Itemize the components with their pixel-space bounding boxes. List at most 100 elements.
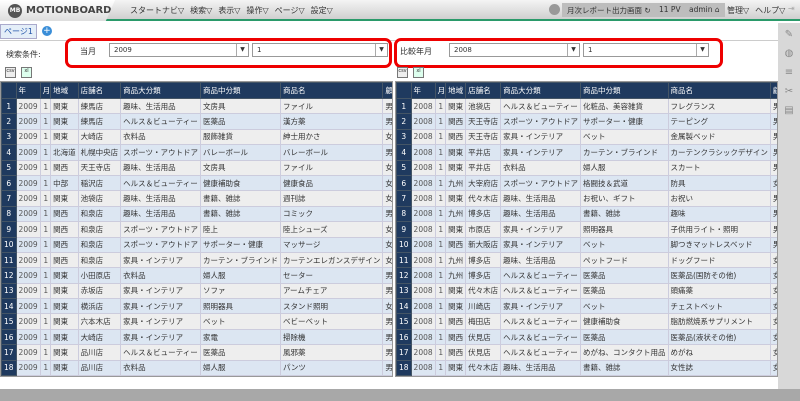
refresh-icon[interactable]: ↻ [644, 6, 651, 15]
menu-settings[interactable]: 設定▽ [310, 6, 333, 15]
current-year-select[interactable]: 2009 ▼ [109, 43, 249, 57]
column-header[interactable]: 商品大分類 [120, 82, 201, 99]
table-row[interactable]: 11 2009 1 関西 和泉店 家具・インテリア カーテン・ブラインド カーテンエレガンスデ… [1, 251, 392, 269]
cell-0: 2009 [15, 190, 41, 207]
table-row[interactable]: 520081関東平井店衣料品婦人服スカート男 [396, 159, 777, 176]
column-header[interactable]: 顧客性別 [382, 82, 392, 99]
cell-1: 1 [39, 344, 52, 361]
user-button[interactable]: admin ⌂ [684, 3, 725, 17]
column-header[interactable]: 月 [434, 82, 447, 99]
document-icon[interactable]: ▤ [784, 105, 794, 116]
menu-page[interactable]: ページ▽ [274, 6, 305, 15]
column-header[interactable]: 地域 [50, 82, 79, 99]
table-row[interactable]: 8 2009 1 関西 和泉店 趣味、生活用品 書籍、雑誌 コミック男 [1, 205, 392, 223]
table-row[interactable]: 10 2009 1 関西 和泉店 スポーツ・アウトドア サポーター・健康 マッサージ女 [1, 236, 392, 253]
column-header[interactable]: 商品名 [279, 82, 384, 99]
excel-export-icon[interactable]: xl [413, 67, 424, 78]
column-header[interactable]: 顧客性別 [769, 82, 777, 99]
table-row[interactable]: 7 2009 1 関東 池袋店 趣味、生活用品 書籍、雑誌 週刊誌女 [1, 190, 392, 207]
cell-1: 1 [434, 159, 447, 176]
table-row[interactable]: 18 2009 1 関東 品川店 衣料品 婦人服 パンツ男 [1, 359, 392, 376]
column-header[interactable]: 月 [39, 82, 52, 99]
chevron-down-icon[interactable]: ▼ [567, 44, 579, 56]
list-icon[interactable]: ≡ [784, 67, 794, 78]
table-row[interactable]: 3 2009 1 関東 大崎店 衣料品 服飾雑貨 紳士用かさ女 [1, 128, 392, 146]
table-row[interactable]: 14 2009 1 関東 横浜店 家具・インテリア 照明器具 スタンド照明女 [1, 298, 392, 315]
column-header[interactable]: 店舗名 [465, 82, 502, 99]
table-row[interactable]: 15 2009 1 関東 六本木店 家具・インテリア ベット ベビーベット男 [1, 313, 392, 330]
chevron-down-icon[interactable]: ▼ [375, 44, 387, 56]
table-row[interactable]: 9 2009 1 関西 和泉店 スポーツ・アウトドア 陸上 陸上シューズ女 [1, 221, 392, 238]
home-icon[interactable]: ⌂ [714, 5, 720, 14]
table-row[interactable]: 12 2009 1 関東 小田原店 衣料品 婦人服 セーター男 [1, 267, 392, 284]
menu-help[interactable]: ヘルプ▽ [755, 6, 786, 15]
menu-start-navi[interactable]: スタートナビ▽ [130, 6, 185, 15]
column-header[interactable]: 年 [15, 82, 41, 99]
csv-export-icon[interactable]: csv [397, 67, 408, 78]
csv-export-icon[interactable]: csv [5, 67, 16, 78]
table-row[interactable]: 4 2009 1 北海道 札幌中央店 スポーツ・アウトドア バレーボール バレーボール男 [1, 144, 392, 161]
row-number: 2 [1, 113, 17, 130]
scissors-icon[interactable]: ✂ [784, 86, 794, 97]
cell-4: 趣味、生活用品 [500, 205, 581, 223]
cell-5: 書籍、雑誌 [200, 190, 281, 207]
cell-0: 2009 [15, 236, 41, 253]
column-header[interactable]: 商品中分類 [580, 82, 669, 99]
table-row[interactable]: 16 2009 1 関東 大崎店 家具・インテリア 家電 掃除機男 [1, 328, 392, 346]
current-month-label: 当月 [80, 47, 96, 56]
column-header[interactable]: 商品名 [667, 82, 771, 99]
column-header[interactable]: 地域 [445, 82, 467, 99]
table-row[interactable]: 5 2009 1 関西 天王寺店 趣味、生活用品 文房具 ファイル女 [1, 159, 392, 176]
column-header[interactable]: 年 [410, 82, 436, 99]
table-row[interactable]: 2 2009 1 関東 練馬店 ヘルス＆ビューティー 医薬品 漢方薬男 [1, 113, 392, 130]
cell-7: 女 [382, 298, 392, 315]
current-month-select[interactable]: 1 ▼ [252, 43, 388, 57]
cell-6: ドッグフード [667, 251, 771, 269]
tab-page1[interactable]: ページ1 [0, 23, 37, 39]
add-page-icon[interactable]: + [41, 26, 52, 36]
excel-export-icon[interactable]: xl [21, 67, 32, 78]
table-row[interactable]: 17 2009 1 関東 品川店 ヘルス＆ビューティー 医薬品 風邪薬男 [1, 344, 392, 361]
row-number: 12 [396, 267, 412, 284]
table-row[interactable]: 13 2009 1 関東 赤坂店 家具・インテリア ソファ アームチェア男 [1, 282, 392, 300]
menu-view[interactable]: 表示▽ [218, 6, 241, 15]
compare-year-select[interactable]: 2008 ▼ [449, 43, 580, 57]
cell-3: 横浜店 [77, 298, 122, 315]
logout-icon[interactable]: ⇥ [788, 4, 795, 13]
chevron-down-icon[interactable]: ▼ [696, 44, 708, 56]
menu-admin[interactable]: 管理▽ [727, 6, 750, 15]
table-row[interactable]: 4 2008 1 関東 平井店 家具・インテリア カーテン・ブラインド カーテンクラシックデザ… [396, 144, 777, 161]
column-header[interactable]: 店舗名 [77, 82, 122, 99]
column-header[interactable]: 商品大分類 [500, 82, 581, 99]
table-row[interactable]: 1 2009 1 関東 練馬店 趣味、生活用品 文房具 ファイル男 [1, 97, 392, 115]
pen-icon[interactable]: ✎ [784, 29, 794, 40]
chevron-down-icon[interactable]: ▼ [236, 44, 248, 56]
cell-7: 男 [769, 144, 777, 161]
board-icon[interactable] [549, 4, 560, 15]
table-row[interactable]: 6 2009 1 中部 稲沢店 ヘルス＆ビューティー 健康補助食 健康食品女 [1, 174, 392, 192]
cell-0: 2008 [410, 282, 436, 300]
compare-month-select[interactable]: 1 ▼ [583, 43, 709, 57]
board-name[interactable]: 月次レポート出力画面 ↻ [562, 3, 656, 17]
column-header[interactable]: 商品中分類 [200, 82, 281, 99]
menu-operation[interactable]: 操作▽ [246, 6, 269, 15]
menu-search[interactable]: 検索▽ [190, 6, 213, 15]
globe-icon[interactable]: ◍ [784, 48, 794, 59]
cell-2: 中部 [50, 174, 79, 192]
